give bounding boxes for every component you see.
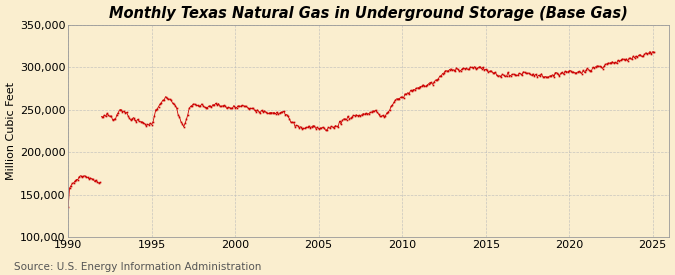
Title: Monthly Texas Natural Gas in Underground Storage (Base Gas): Monthly Texas Natural Gas in Underground… [109, 6, 628, 21]
Text: Source: U.S. Energy Information Administration: Source: U.S. Energy Information Administ… [14, 262, 261, 272]
Y-axis label: Million Cubic Feet: Million Cubic Feet [5, 82, 16, 180]
